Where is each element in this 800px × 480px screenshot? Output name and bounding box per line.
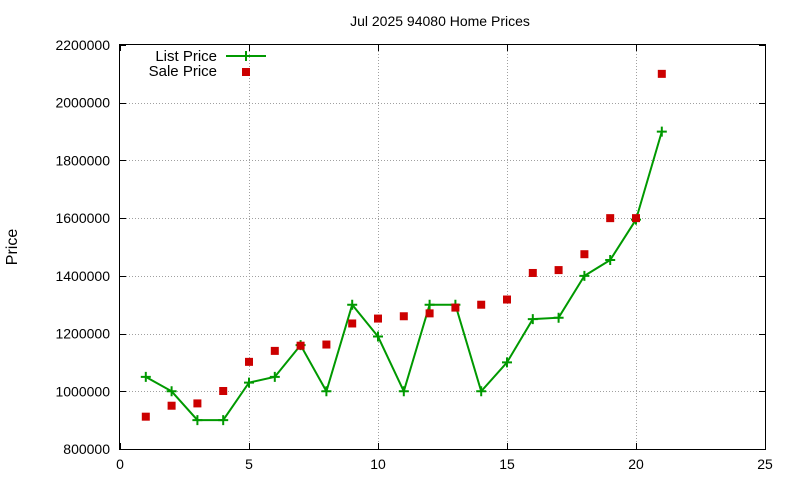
list-price-point (244, 377, 254, 388)
list-price-point (656, 126, 667, 137)
sale-price-point (503, 295, 511, 304)
y-tick-label: 1000000 (55, 383, 110, 399)
chart-title: Jul 2025 94080 Home Prices (350, 13, 530, 29)
sale-price-point (425, 309, 434, 318)
sale-price-point (270, 346, 279, 355)
list-price-point (605, 254, 616, 265)
sale-price-point (451, 303, 460, 312)
list-price-point (321, 386, 332, 397)
legend: List Price Sale Price (149, 48, 266, 80)
sale-price-point (606, 214, 615, 223)
list-price-point (192, 415, 203, 426)
sale-price-point (245, 357, 253, 366)
legend-cross-marker (241, 51, 251, 61)
sale-price-point (219, 386, 228, 395)
list-price-point (553, 312, 564, 323)
x-tick-label: 10 (370, 456, 386, 472)
legend-square-marker (242, 68, 250, 76)
sale-price-point (632, 214, 640, 223)
list-price-point (398, 386, 409, 397)
list-price-point (347, 299, 358, 310)
list-price-point (373, 331, 383, 342)
grid (120, 45, 765, 449)
list-price-point (166, 386, 177, 397)
plot-frame (119, 44, 766, 450)
sale-price-point (477, 300, 486, 309)
x-tick-label: 0 (116, 456, 124, 472)
list-price-point (140, 371, 151, 382)
y-tick-label: 1600000 (55, 210, 110, 226)
legend-label-list-price: List Price (155, 48, 217, 65)
x-tick-label: 15 (499, 456, 515, 472)
sale-price-point (580, 250, 589, 259)
x-tick-label: 25 (757, 456, 773, 472)
list-price-point (502, 357, 512, 368)
sale-price-point (348, 319, 357, 328)
list-price-point (527, 314, 538, 325)
y-axis-label: Price (4, 229, 21, 266)
sale-price-point (296, 341, 305, 350)
sale-price-point (167, 401, 176, 410)
sale-price-point (657, 69, 666, 78)
sale-price-point (141, 412, 150, 421)
x-tick-label: 20 (628, 456, 644, 472)
x-tick-label: 5 (245, 456, 253, 472)
sale-price-point (399, 312, 408, 321)
y-tick-label: 2200000 (55, 37, 110, 53)
list-price-point (424, 299, 435, 310)
y-tick-label: 1200000 (55, 326, 110, 342)
sale-price-point (193, 399, 202, 408)
list-price-point (218, 415, 229, 426)
series (140, 69, 667, 426)
y-tick-label: 1800000 (55, 152, 110, 168)
sale-price-point (554, 266, 563, 275)
list-price-point (476, 386, 487, 397)
list-price-point (269, 371, 280, 382)
list-price-point (579, 270, 590, 281)
sale-price-point (528, 268, 537, 277)
sale-price-point (374, 314, 382, 323)
y-tick-label: 1400000 (55, 268, 110, 284)
y-tick-label: 800000 (63, 441, 110, 457)
sale-price-point (322, 340, 331, 349)
axis-ticks: 0 5 10 15 20 25 800000 1000000 1200000 1400000 160… (55, 37, 773, 472)
y-tick-label: 2000000 (55, 95, 110, 111)
legend-label-sale-price: Sale Price (149, 63, 217, 80)
